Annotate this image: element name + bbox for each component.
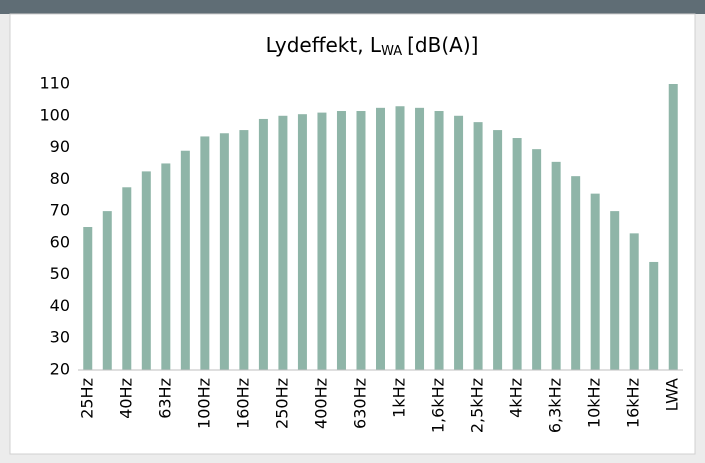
bar [376, 107, 385, 370]
chart-title: Lydeffekt, LWA [dB(A)] [266, 33, 479, 59]
x-tick-label: 100Hz [194, 378, 213, 429]
y-tick-label: 110 [39, 74, 70, 93]
bar [395, 106, 405, 370]
y-tick-label: 100 [39, 105, 70, 124]
y-tick-label: 30 [50, 328, 70, 347]
y-tick-label: 70 [50, 201, 70, 220]
y-tick-label: 90 [50, 137, 70, 156]
bar [239, 130, 249, 370]
x-tick-label: LWA [663, 378, 682, 411]
bar [83, 227, 93, 370]
y-tick-label: 50 [50, 264, 70, 283]
x-tick-label: 250Hz [272, 378, 291, 429]
bar [473, 122, 483, 370]
y-tick-label: 40 [50, 296, 70, 315]
bar [590, 193, 600, 370]
bar [668, 84, 678, 370]
bar [258, 118, 268, 370]
bar [200, 136, 210, 370]
bar [454, 115, 464, 371]
x-tick-label: 63Hz [155, 378, 174, 419]
bar [141, 171, 151, 370]
bar [219, 133, 229, 370]
bar [161, 163, 171, 370]
bar [297, 114, 307, 370]
title-unit: [dB(A)] [407, 33, 478, 57]
x-tick-label: 1kHz [390, 378, 409, 418]
x-tick-label: 630Hz [350, 378, 369, 429]
bar [102, 211, 112, 370]
bar [317, 112, 327, 370]
x-tick-label: 160Hz [233, 378, 252, 429]
bar [336, 111, 346, 370]
bar [649, 261, 659, 370]
bar [180, 150, 190, 370]
y-tick-label: 80 [50, 169, 70, 188]
photo-strip [0, 0, 705, 14]
x-tick-label: 6,3kHz [546, 378, 565, 433]
y-tick-label: 20 [50, 360, 70, 379]
bar [571, 176, 581, 370]
x-tick-label: 2,5kHz [468, 378, 487, 433]
title-subscript: WA [381, 44, 402, 59]
bar [415, 107, 425, 370]
bar [434, 111, 444, 370]
bar [278, 115, 288, 371]
x-tick-label: 1,6kHz [429, 378, 448, 433]
x-tick-label: 400Hz [311, 378, 330, 429]
bar [512, 138, 522, 370]
bar [532, 149, 542, 370]
bar [610, 211, 620, 370]
x-tick-label: 10kHz [585, 378, 604, 428]
y-tick-label: 60 [50, 232, 70, 251]
title-main: Lydeffekt, L [266, 33, 382, 57]
x-tick-label: 25Hz [77, 378, 96, 419]
bar [629, 233, 639, 370]
bar [122, 187, 132, 370]
bar [493, 130, 503, 370]
bar [356, 111, 366, 370]
x-tick-label: 4kHz [507, 378, 526, 418]
x-tick-label: 16kHz [624, 378, 643, 428]
x-tick-label: 40Hz [116, 378, 135, 419]
bar [551, 161, 561, 370]
